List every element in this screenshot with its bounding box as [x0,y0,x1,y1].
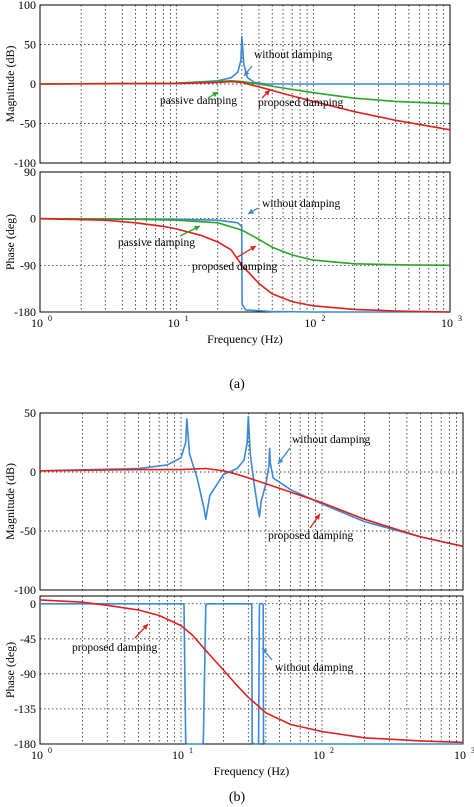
x-tick-exponent: 2 [330,746,334,755]
x-tick-exponent: 3 [471,746,474,755]
annotation-arrow-head [194,225,200,231]
y-axis-label: Magnitude (dB) [3,463,17,540]
x-tick-label: 10 [304,316,316,330]
series-line-proposed-damping [39,599,464,744]
series-line-without-damping [39,415,464,548]
annotation-label: proposed damping [268,530,354,542]
y-tick-label: -90 [20,258,36,272]
plot-frame [39,171,451,313]
x-tick-label: 10 [172,748,184,762]
y-tick-label: -100 [14,156,36,170]
x-tick-label: 10 [168,316,180,330]
annotation-label: without damping [275,662,354,674]
y-tick-label: -180 [14,305,36,319]
series-line-passive-damping [39,217,451,267]
y-tick-label: 0 [30,465,36,479]
caption-a: (a) [229,377,245,392]
annotation-label: proposed damping [72,642,158,654]
annotation-label: proposed damping [192,261,278,273]
x-axis-label: Frequency (Hz) [207,332,283,346]
annotation-label: without damping [254,49,333,61]
chart-panel-a-phase: 90 0 -90 -180 Phase (deg) 10 0 10 1 10 2 10 3 Frequen… [3,165,462,346]
x-tick-exponent: 2 [321,314,325,323]
y-tick-label: -50 [20,524,36,538]
annotation-label: without damping [292,434,371,446]
series-line-proposed-damping [39,80,451,131]
plot-frame [39,412,464,591]
chart-panel-a-magnitude: 100 50 0 -50 -100 Magnitude (dB) without dampi… [3,0,451,170]
x-tick-exponent: 0 [48,314,52,323]
y-tick-label: -50 [20,117,36,131]
annotation-arrow-head [244,70,250,76]
annotation-label: without damping [262,198,341,210]
annotation-arrow-head [212,92,218,98]
y-axis-label: Phase (deg) [3,214,17,270]
y-tick-label: 100 [18,0,36,12]
series-line-proposed-damping [39,467,464,548]
annotation-arrow-head [250,246,256,252]
x-tick-label: 10 [31,748,43,762]
y-tick-label: 0 [30,77,36,91]
x-tick-exponent: 1 [189,746,193,755]
x-tick-label: 10 [313,748,325,762]
x-tick-label: 10 [454,748,466,762]
y-tick-label: 0 [30,212,36,226]
annotation-label: passive damping [118,237,195,249]
y-tick-label: -45 [20,632,36,646]
annotation-label: proposed damping [258,97,344,109]
y-axis-label: Phase (deg) [3,642,17,698]
y-tick-label: 90 [24,165,36,179]
x-tick-exponent: 3 [458,314,462,323]
y-tick-label: 50 [24,38,36,52]
y-tick-label: 0 [30,597,36,611]
plot-frame [39,595,464,745]
y-tick-label: -100 [14,583,36,597]
annotation-label: passive damping [160,95,237,107]
x-tick-label: 10 [441,316,453,330]
annotation-arrow-head [264,90,270,96]
x-tick-exponent: 1 [185,314,189,323]
annotation-arrow-head [262,648,268,654]
y-tick-label: -135 [14,702,36,716]
annotation-arrow-head [278,458,284,464]
x-tick-exponent: 0 [48,746,52,755]
annotation-arrow-head [314,514,320,520]
y-tick-label: -90 [20,667,36,681]
annotation-arrow-head [248,208,254,214]
caption-b: (b) [229,790,246,805]
x-tick-label: 10 [31,316,43,330]
x-axis-label: Frequency (Hz) [214,764,290,778]
series-line-without-damping [40,603,463,745]
series-line-without-damping [39,35,450,85]
chart-panel-b-magnitude: 50 0 -50 -100 Magnitude (dB) without damping p… [3,406,464,597]
y-tick-label: -180 [14,737,36,751]
annotation-arrow-head [142,624,148,630]
y-axis-label: Magnitude (dB) [3,46,17,123]
y-tick-label: 50 [24,406,36,420]
chart-panel-b-phase: 0 -45 -90 -135 -180 Phase (deg) 10 0 10 1 10 2 10 3 Fr… [3,595,474,778]
